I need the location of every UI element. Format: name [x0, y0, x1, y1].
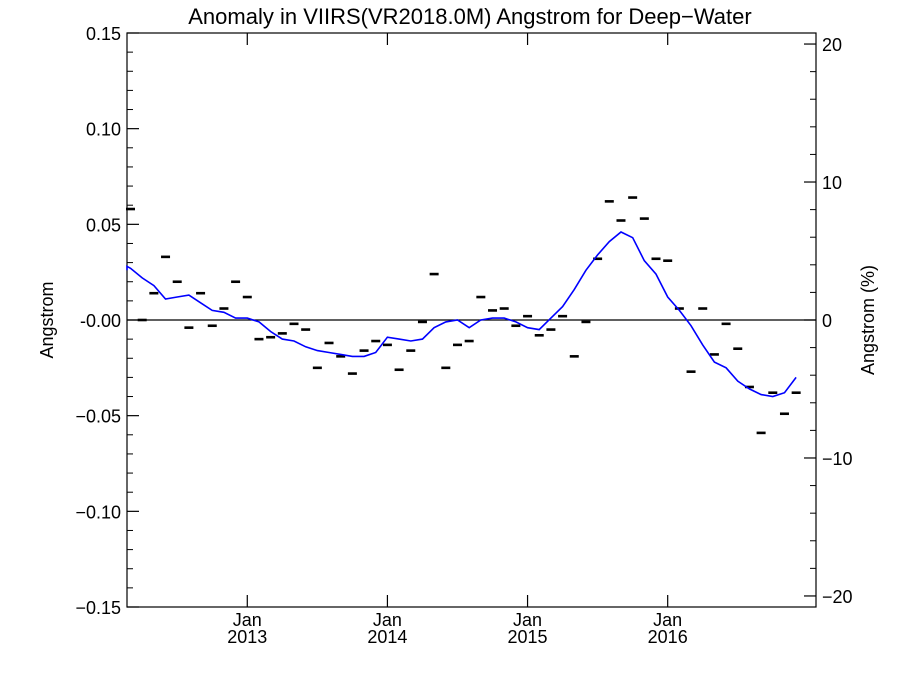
- x-tick-label-year: 2015: [508, 627, 548, 647]
- x-tick-label-year: 2013: [227, 627, 267, 647]
- chart-title: Anomaly in VIIRS(VR2018.0M) Angstrom for…: [188, 4, 751, 29]
- x-tick-label-month: Jan: [233, 610, 262, 630]
- x-tick-label-year: 2016: [648, 627, 688, 647]
- y-right-tick-label: −10: [822, 449, 853, 469]
- x-tick-label-month: Jan: [653, 610, 682, 630]
- smoothed-series-line: [126, 231, 797, 398]
- y-tick-label: 0.10: [86, 120, 121, 140]
- y-right-tick-label: 10: [822, 173, 842, 193]
- y-axis-label: Angstrom: [37, 281, 57, 358]
- x-tick-label-month: Jan: [373, 610, 402, 630]
- left-axis: 0.15 0.10 0.05 -0.00 −0.05 −0.10 −0.15: [75, 24, 139, 618]
- y-tick-label: 0.05: [86, 215, 121, 235]
- y-tick-label: −0.10: [75, 502, 121, 522]
- y-tick-label: −0.15: [75, 598, 121, 618]
- right-axis: 20 10 0 −10 −20: [804, 35, 853, 607]
- anomaly-markers: [126, 196, 801, 435]
- y-right-tick-label: −20: [822, 587, 853, 607]
- y-tick-label: -0.00: [80, 311, 121, 331]
- y-right-tick-label: 20: [822, 35, 842, 55]
- y-right-tick-label: 0: [822, 311, 832, 331]
- y-tick-label: −0.05: [75, 407, 121, 427]
- y-tick-label: 0.15: [86, 24, 121, 44]
- y-right-axis-label: Angstrom (%): [858, 265, 878, 375]
- x-tick-label-month: Jan: [513, 610, 542, 630]
- x-tick-label-year: 2014: [367, 627, 407, 647]
